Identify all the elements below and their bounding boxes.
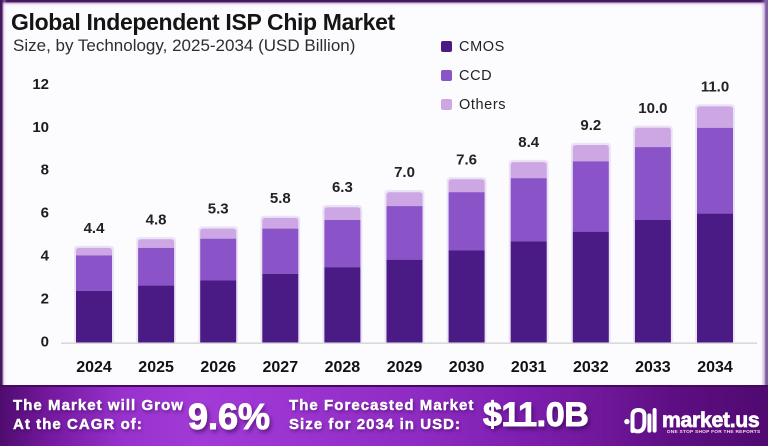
svg-text:5.3: 5.3 xyxy=(208,201,229,218)
svg-text:8: 8 xyxy=(41,162,49,179)
svg-text:2030: 2030 xyxy=(449,359,485,376)
svg-text:0: 0 xyxy=(41,333,49,350)
svg-text:ONE STOP SHOP FOR THE REPORTS: ONE STOP SHOP FOR THE REPORTS xyxy=(667,429,761,435)
svg-text:6: 6 xyxy=(41,205,49,222)
svg-text:2028: 2028 xyxy=(325,359,361,376)
svg-text:7.6: 7.6 xyxy=(456,151,477,168)
svg-text:7.0: 7.0 xyxy=(394,164,415,181)
svg-text:4.8: 4.8 xyxy=(146,211,167,228)
svg-text:2: 2 xyxy=(41,290,49,307)
svg-text:6.3: 6.3 xyxy=(332,179,353,196)
svg-text:10: 10 xyxy=(32,119,49,136)
svg-text:2033: 2033 xyxy=(635,359,671,376)
svg-text:4.4: 4.4 xyxy=(84,220,106,237)
svg-text:12: 12 xyxy=(32,76,49,93)
svg-text:market.us: market.us xyxy=(662,409,759,432)
svg-text:5.8: 5.8 xyxy=(270,190,291,207)
svg-text:2024: 2024 xyxy=(76,359,112,376)
svg-text:4: 4 xyxy=(41,248,50,265)
svg-text:8.4: 8.4 xyxy=(518,134,540,151)
svg-text:2032: 2032 xyxy=(573,359,609,376)
svg-text:2029: 2029 xyxy=(387,359,423,376)
svg-text:2026: 2026 xyxy=(200,359,236,376)
svg-text:2025: 2025 xyxy=(138,359,174,376)
svg-text:2034: 2034 xyxy=(697,359,733,376)
svg-text:11.0: 11.0 xyxy=(701,78,729,95)
svg-text:2031: 2031 xyxy=(511,359,547,376)
svg-text:10.0: 10.0 xyxy=(638,100,667,117)
svg-text:2027: 2027 xyxy=(263,359,299,376)
svg-text:9.2: 9.2 xyxy=(580,117,601,134)
